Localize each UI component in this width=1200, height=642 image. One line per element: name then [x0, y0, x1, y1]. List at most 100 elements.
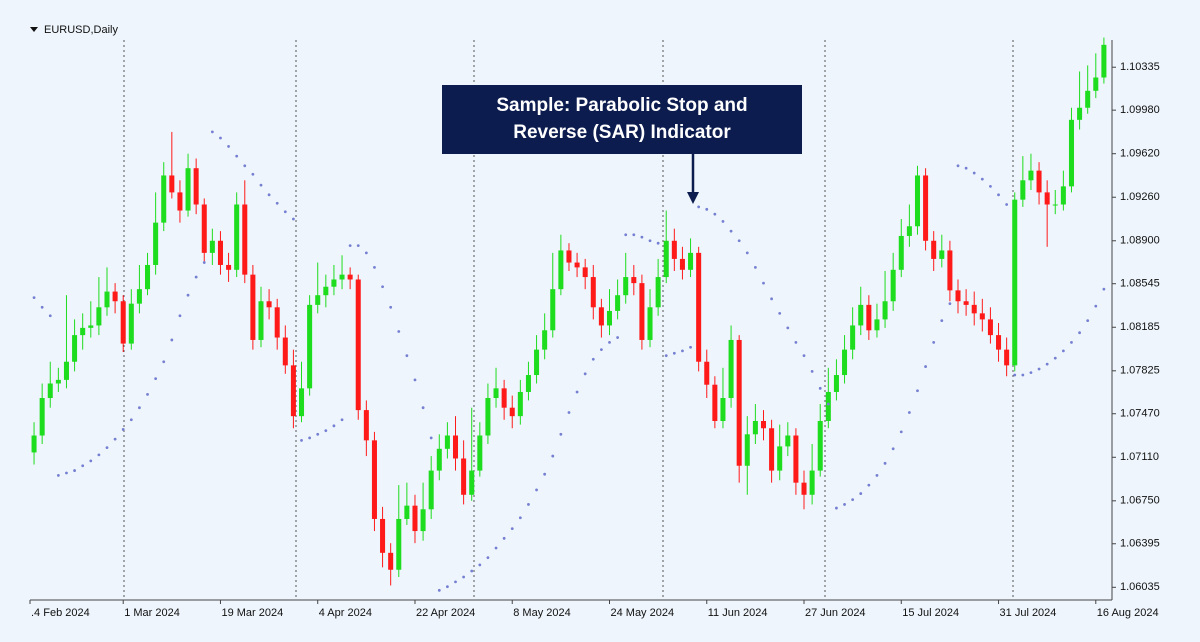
- sar-dot: [1029, 371, 1033, 375]
- y-tick-label: 1.09260: [1120, 191, 1160, 203]
- sar-dot: [729, 229, 733, 233]
- sar-dot: [178, 314, 182, 318]
- sar-dot: [373, 265, 376, 269]
- candle-body: [801, 482, 807, 495]
- sar-dot: [721, 220, 725, 223]
- sar-dot: [932, 340, 936, 344]
- candle-body: [1028, 170, 1034, 181]
- candle-body: [477, 435, 483, 471]
- sar-dot: [300, 438, 303, 442]
- sar-dot: [97, 453, 101, 457]
- sar-dot: [389, 305, 393, 309]
- y-tick-label: 1.08185: [1120, 321, 1160, 333]
- candle-body: [874, 319, 880, 331]
- candle-body: [550, 289, 556, 331]
- y-tick-label: 1.06750: [1120, 495, 1160, 507]
- candle-body: [104, 291, 110, 308]
- candle-body: [606, 310, 613, 326]
- sar-dot: [32, 296, 36, 300]
- sar-dot: [324, 429, 328, 433]
- sar-dot: [275, 201, 279, 205]
- candle-body: [590, 277, 596, 308]
- candle-body: [793, 435, 799, 483]
- candle-body: [80, 327, 86, 336]
- candle-body: [1020, 180, 1026, 200]
- sar-dot: [259, 183, 263, 187]
- sar-dot: [632, 233, 636, 237]
- candle-body: [1093, 77, 1099, 91]
- candle-body: [461, 458, 467, 495]
- x-tick-label: 4 Apr 2024: [319, 607, 372, 619]
- candle-body: [371, 440, 377, 519]
- sar-dot: [73, 469, 76, 472]
- annotation-text: Reverse (SAR) Indicator: [513, 122, 731, 143]
- candle-body: [380, 518, 386, 553]
- candle-body: [858, 304, 864, 326]
- candle-body: [987, 319, 993, 336]
- x-tick-label: 8 May 2024: [513, 607, 570, 619]
- candle-body: [963, 301, 969, 305]
- candle-body: [817, 420, 823, 471]
- candle-body: [444, 435, 450, 449]
- candle-body: [363, 410, 369, 441]
- x-tick-label: 15 Jul 2024: [902, 607, 959, 619]
- sar-dot: [924, 365, 927, 368]
- sar-dot: [356, 244, 360, 248]
- sar-dot: [591, 357, 595, 361]
- candle-body: [720, 398, 726, 421]
- sar-dot: [1070, 340, 1073, 344]
- candle-body: [1004, 349, 1010, 366]
- plot: [31, 37, 1107, 592]
- candle-body: [704, 361, 710, 385]
- candle-body: [655, 277, 661, 308]
- x-tick-label: 24 May 2024: [610, 607, 674, 619]
- sar-dot: [478, 563, 482, 567]
- sar-dot: [470, 569, 474, 573]
- y-tick-label: 1.07110: [1120, 451, 1159, 463]
- candle-body: [509, 407, 515, 417]
- candle-body: [866, 304, 872, 331]
- candle-body: [728, 339, 734, 399]
- sar-dot: [875, 474, 879, 477]
- candle-body: [1085, 90, 1091, 108]
- sar-dot: [713, 212, 717, 216]
- sar-dot: [154, 377, 158, 381]
- candle-body: [258, 301, 264, 340]
- candle-body: [769, 428, 775, 471]
- candle-body: [452, 435, 459, 459]
- candle-body: [250, 274, 256, 340]
- sar-dot: [283, 210, 287, 214]
- sar-dot: [1078, 331, 1081, 335]
- sar-dot: [267, 193, 271, 197]
- candle-body: [1077, 107, 1083, 120]
- candle-body: [234, 204, 240, 270]
- symbol-menu-icon[interactable]: [30, 27, 38, 32]
- sar-dot: [494, 546, 498, 550]
- sar-dot: [907, 411, 911, 414]
- candle-body: [153, 222, 159, 265]
- candle-body: [112, 291, 118, 302]
- sar-dot: [535, 488, 538, 492]
- x-tick-label: .4 Feb 2024: [31, 607, 90, 619]
- candle-body: [161, 175, 167, 223]
- sar-dot: [348, 244, 352, 248]
- candle-body: [760, 420, 767, 429]
- sar-dot: [446, 585, 449, 589]
- candle-body: [574, 262, 580, 268]
- sar-dot: [948, 302, 952, 306]
- sar-dot: [608, 340, 611, 344]
- sar-dot: [332, 424, 336, 428]
- candle-body: [299, 388, 305, 417]
- candle-body: [947, 250, 953, 291]
- sar-dot: [235, 154, 239, 158]
- candle-body: [671, 240, 677, 259]
- sar-dot: [802, 354, 806, 358]
- candle-body: [696, 252, 702, 362]
- candle-body: [493, 388, 499, 399]
- candle-body: [355, 279, 361, 411]
- sar-dot: [997, 193, 1000, 197]
- sar-dot: [381, 285, 384, 289]
- candle-body: [890, 269, 896, 302]
- sar-dot: [40, 305, 44, 309]
- candle-body: [169, 175, 175, 193]
